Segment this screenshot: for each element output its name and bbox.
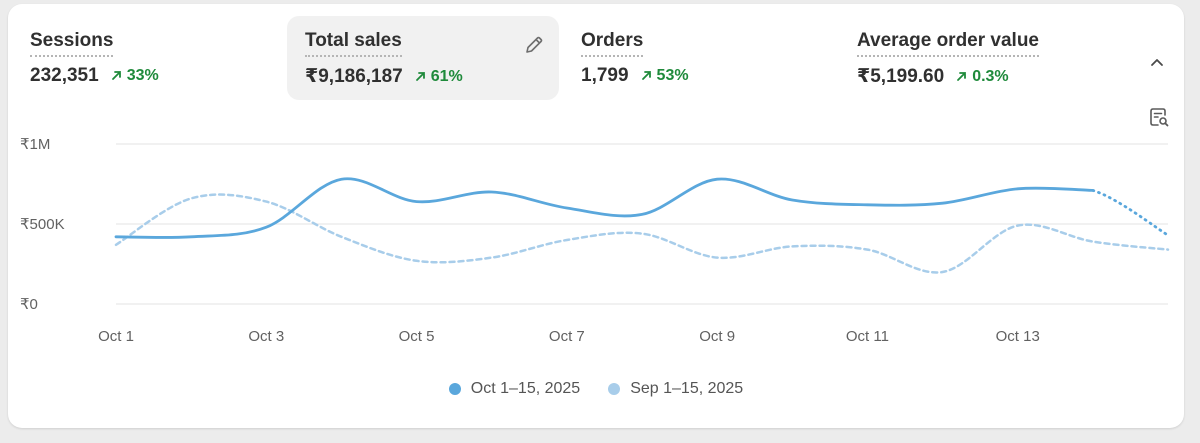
metric-total-sales[interactable]: Total sales ₹9,186,187 61% [287, 16, 559, 100]
report-search-icon[interactable] [1148, 106, 1170, 128]
x-tick-label: Oct 3 [248, 328, 284, 345]
x-tick-label: Oct 5 [399, 328, 435, 345]
x-tick-label: Oct 1 [98, 328, 134, 345]
legend-dot-previous [608, 383, 621, 395]
x-tick-label: Oct 7 [549, 328, 585, 345]
x-tick-label: Oct 11 [846, 328, 889, 345]
metric-label[interactable]: Sessions [30, 30, 114, 57]
arrow-up-right-icon [415, 72, 425, 81]
legend-label: Oct 1–15, 2025 [470, 380, 581, 397]
metric-label[interactable]: Average order value [857, 30, 1039, 57]
metric-value: ₹9,186,187 [305, 66, 403, 87]
arrow-up-right-icon [957, 72, 967, 81]
metric-change: 33% [111, 67, 159, 85]
metric-change: 61% [415, 68, 463, 86]
metric-change-value: 33% [126, 66, 159, 84]
metric-label[interactable]: Total sales [305, 30, 402, 57]
series-line-current [114, 177, 1095, 239]
metric-sessions[interactable]: Sessions 232,351 33% [12, 16, 270, 100]
analytics-card: Sessions 232,351 33% Total sales ₹9,186,… [8, 4, 1184, 428]
metric-change-value: 53% [656, 66, 689, 84]
metric-change: 53% [641, 67, 689, 85]
metric-value: 232,351 [30, 65, 99, 86]
legend-label: Sep 1–15, 2025 [630, 380, 744, 397]
metric-change: 0.3% [956, 67, 1009, 86]
y-tick-label: ₹500K [20, 216, 65, 233]
sales-line-chart: ₹0 ₹500K ₹1M Oct 1 Oct 3 Oct 5 Oct 7 Oct 9 Oct 1… [20, 136, 1170, 345]
metric-change-value: 61% [430, 67, 463, 85]
series-line-current-projected [1091, 189, 1170, 237]
series-line-previous [114, 193, 1170, 274]
legend-item-previous[interactable]: Sep 1–15, 2025 [608, 380, 743, 398]
metric-average-order-value[interactable]: Average order value ₹5,199.60 0.3% [839, 16, 1119, 100]
metric-value: ₹5,199.60 [857, 66, 945, 87]
legend-item-current[interactable]: Oct 1–15, 2025 [448, 380, 581, 398]
arrow-up-right-icon [111, 71, 121, 80]
metric-value: 1,799 [581, 65, 629, 86]
pencil-icon[interactable] [523, 34, 545, 56]
legend-dot-current [448, 383, 461, 395]
x-tick-label: Oct 13 [996, 328, 1040, 345]
y-tick-label: ₹1M [20, 136, 50, 153]
chart-legend: Oct 1–15, 2025 Sep 1–15, 2025 [8, 380, 1184, 398]
x-tick-label: Oct 9 [699, 328, 735, 345]
metric-orders[interactable]: Orders 1,799 53% [563, 16, 821, 100]
arrow-up-right-icon [641, 71, 651, 80]
metric-change-value: 0.3% [972, 67, 1009, 85]
metric-label[interactable]: Orders [581, 30, 644, 57]
y-tick-label: ₹0 [20, 296, 38, 313]
chevron-up-icon[interactable] [1148, 54, 1166, 72]
